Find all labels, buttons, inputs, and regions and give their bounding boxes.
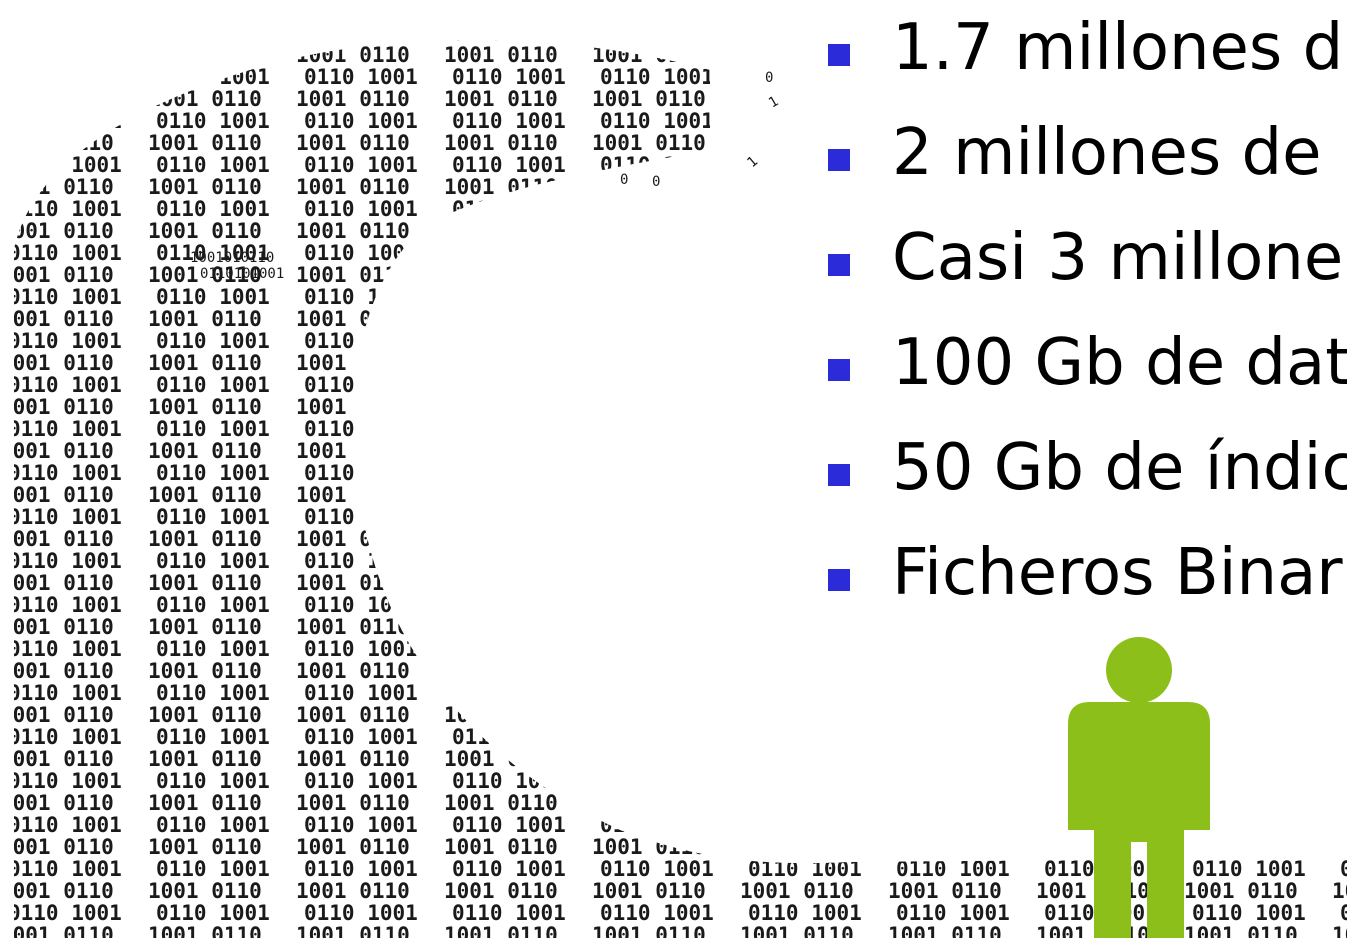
bullet-item: 100 Gb de dat	[820, 327, 1347, 432]
square-bullet-icon	[828, 149, 850, 171]
bullet-text: 50 Gb de índic	[892, 431, 1347, 505]
bullet-text: 100 Gb de dat	[892, 326, 1347, 400]
svg-text:1: 1	[744, 153, 761, 171]
square-bullet-icon	[828, 569, 850, 591]
svg-text:1001010110: 1001010110	[190, 250, 274, 266]
bullet-list: 1.7 millones d 2 millones de Casi 3 mill…	[820, 12, 1347, 642]
bullet-text: Casi 3 millone	[892, 221, 1344, 295]
square-bullet-icon	[828, 254, 850, 276]
bullet-text: 2 millones de	[892, 116, 1322, 190]
svg-text:0110101001: 0110101001	[200, 266, 284, 282]
square-bullet-icon	[828, 464, 850, 486]
svg-text:0: 0	[620, 172, 628, 188]
bullet-item: Ficheros Binar	[820, 537, 1347, 642]
bullet-text: 1.7 millones d	[892, 12, 1344, 85]
bullet-item: 2 millones de	[820, 117, 1347, 222]
person-icon	[1068, 637, 1210, 938]
bullet-item: 1.7 millones d	[820, 12, 1347, 117]
square-bullet-icon	[828, 44, 850, 66]
bullet-item: Casi 3 millone	[820, 222, 1347, 327]
bullet-item: 50 Gb de índic	[820, 432, 1347, 537]
svg-text:1: 1	[766, 93, 781, 111]
bullet-text: Ficheros Binar	[892, 536, 1343, 610]
svg-text:0: 0	[765, 70, 773, 86]
svg-text:0: 0	[652, 174, 660, 190]
square-bullet-icon	[828, 359, 850, 381]
